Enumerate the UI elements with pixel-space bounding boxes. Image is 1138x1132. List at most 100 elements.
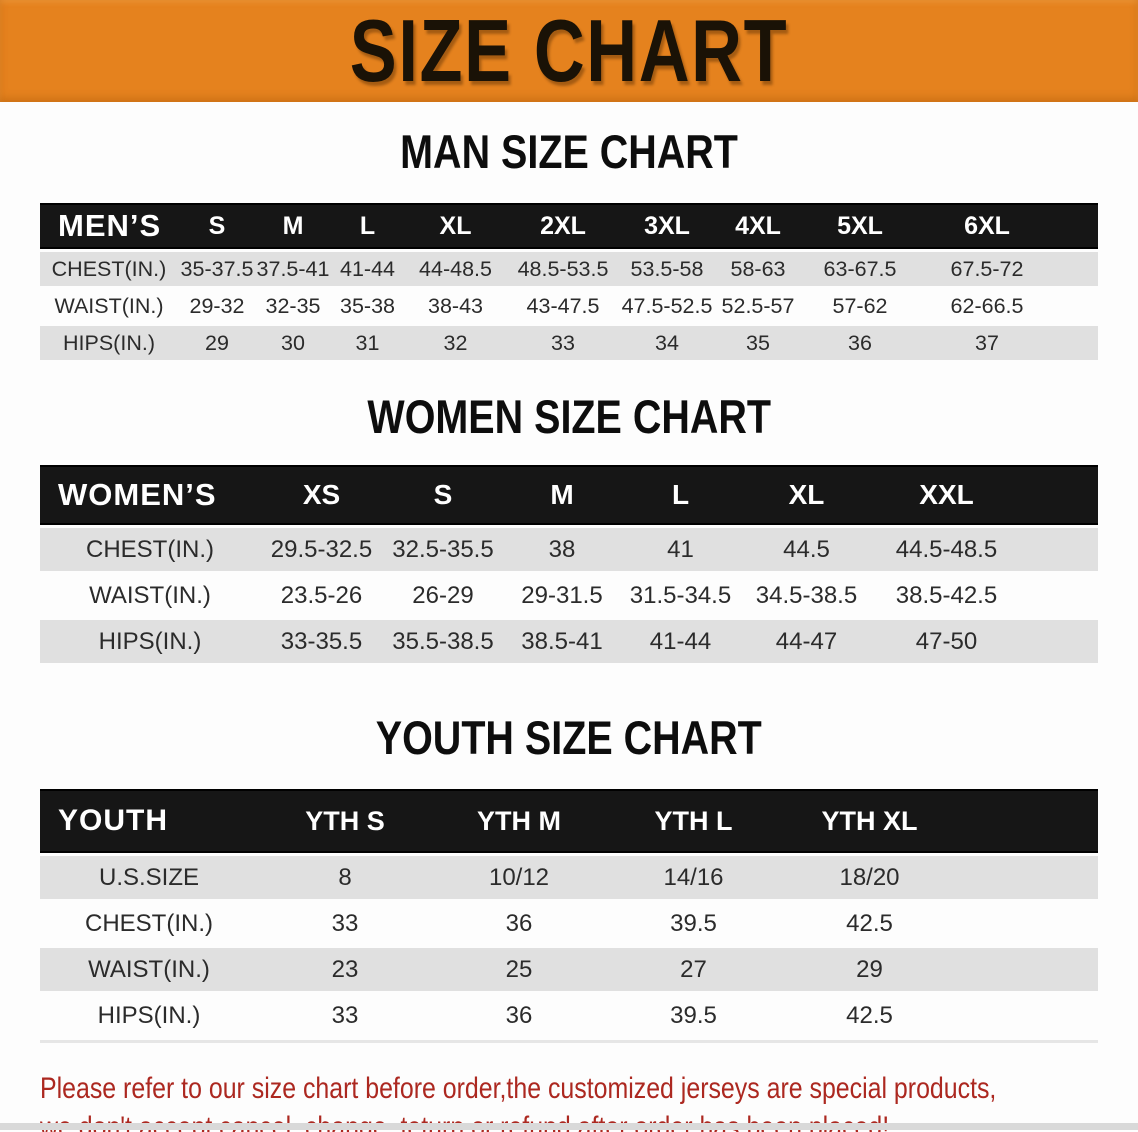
men-col-header: 4XL [714, 203, 802, 249]
cell: 42.5 [781, 902, 1098, 945]
cell: 29.5-32.5 [260, 528, 383, 571]
youth-header-label: YOUTH [40, 789, 258, 853]
cell: 14/16 [606, 856, 781, 899]
cell: 39.5 [606, 994, 781, 1037]
youth-col-header: YTH S [258, 789, 432, 853]
cell: 58-63 [714, 252, 802, 286]
youth-waist-row: WAIST(IN.) 23 25 27 29 [40, 948, 1098, 991]
men-col-header: M [256, 203, 330, 249]
cell: 47.5-52.5 [620, 289, 714, 323]
cell: 31.5-34.5 [621, 574, 740, 617]
youth-chest-row: CHEST(IN.) 33 36 39.5 42.5 [40, 902, 1098, 945]
men-col-header: L [330, 203, 405, 249]
cell: 47-50 [873, 620, 1098, 663]
women-col-header: XXL [873, 465, 1098, 525]
man-section-title-text: MAN SIZE CHART [400, 125, 738, 178]
women-hips-row: HIPS(IN.) 33-35.5 35.5-38.5 38.5-41 41-4… [40, 620, 1098, 663]
cell: 29 [178, 326, 256, 360]
cell: 35.5-38.5 [383, 620, 503, 663]
banner: SIZE CHART [0, 0, 1138, 102]
youth-section-title-text: YOUTH SIZE CHART [375, 711, 763, 764]
cell: 26-29 [383, 574, 503, 617]
cell: 30 [256, 326, 330, 360]
note-line-1: Please refer to our size chart before or… [40, 1072, 997, 1105]
women-col-header: XL [740, 465, 873, 525]
women-col-header: XS [260, 465, 383, 525]
women-header-row: WOMEN’S XS S M L XL XXL [40, 465, 1098, 525]
men-col-header: XL [405, 203, 506, 249]
men-col-header: 5XL [802, 203, 918, 249]
youth-col-header: YTH XL [781, 789, 1098, 853]
row-label: HIPS(IN.) [40, 994, 258, 1037]
cell: 62-66.5 [918, 289, 1098, 323]
cell: 33 [258, 902, 432, 945]
row-label: HIPS(IN.) [40, 620, 260, 663]
men-header-label: MEN’S [40, 203, 178, 249]
cell: 67.5-72 [918, 252, 1098, 286]
men-col-header: 3XL [620, 203, 714, 249]
women-col-header: M [503, 465, 621, 525]
cell: 33 [506, 326, 620, 360]
row-label: WAIST(IN.) [40, 289, 178, 323]
women-chest-row: CHEST(IN.) 29.5-32.5 32.5-35.5 38 41 44.… [40, 528, 1098, 571]
men-hips-row: HIPS(IN.) 29 30 31 32 33 34 35 36 37 [40, 326, 1098, 360]
cell: 29-32 [178, 289, 256, 323]
cell: 34 [620, 326, 714, 360]
cell: 38.5-42.5 [873, 574, 1098, 617]
women-waist-row: WAIST(IN.) 23.5-26 26-29 29-31.5 31.5-34… [40, 574, 1098, 617]
cell: 32 [405, 326, 506, 360]
cell: 18/20 [781, 856, 1098, 899]
youth-section-title: YOUTH SIZE CHART [0, 714, 1138, 761]
row-label: WAIST(IN.) [40, 948, 258, 991]
cell: 10/12 [432, 856, 606, 899]
man-section-title: MAN SIZE CHART [0, 128, 1138, 175]
cell: 27 [606, 948, 781, 991]
row-label: U.S.SIZE [40, 856, 258, 899]
youth-col-header: YTH M [432, 789, 606, 853]
cell: 48.5-53.5 [506, 252, 620, 286]
youth-size-table: YOUTH YTH S YTH M YTH L YTH XL U.S.SIZE … [40, 786, 1098, 1040]
cell: 41-44 [330, 252, 405, 286]
cell: 33 [258, 994, 432, 1037]
cell: 37.5-41 [256, 252, 330, 286]
cell: 38-43 [405, 289, 506, 323]
cell: 35-38 [330, 289, 405, 323]
cell: 35 [714, 326, 802, 360]
cell: 38.5-41 [503, 620, 621, 663]
row-label: CHEST(IN.) [40, 528, 260, 571]
row-label: WAIST(IN.) [40, 574, 260, 617]
women-size-table: WOMEN’S XS S M L XL XXL CHEST(IN.) 29.5-… [40, 462, 1098, 666]
youth-col-header: YTH L [606, 789, 781, 853]
men-col-header: S [178, 203, 256, 249]
row-label: HIPS(IN.) [40, 326, 178, 360]
cell: 43-47.5 [506, 289, 620, 323]
cell: 52.5-57 [714, 289, 802, 323]
cell: 42.5 [781, 994, 1098, 1037]
cell: 31 [330, 326, 405, 360]
cell: 44-47 [740, 620, 873, 663]
men-col-header: 2XL [506, 203, 620, 249]
women-section-title-text: WOMEN SIZE CHART [367, 390, 771, 443]
men-header-row: MEN’S S M L XL 2XL 3XL 4XL 5XL 6XL [40, 203, 1098, 249]
cell: 32-35 [256, 289, 330, 323]
cell: 33-35.5 [260, 620, 383, 663]
youth-hips-row: HIPS(IN.) 33 36 39.5 42.5 [40, 994, 1098, 1037]
youth-header-row: YOUTH YTH S YTH M YTH L YTH XL [40, 789, 1098, 853]
cell: 39.5 [606, 902, 781, 945]
cell: 34.5-38.5 [740, 574, 873, 617]
cell: 44.5-48.5 [873, 528, 1098, 571]
youth-table-bottom-edge [40, 1040, 1098, 1043]
cell: 53.5-58 [620, 252, 714, 286]
men-chest-row: CHEST(IN.) 35-37.5 37.5-41 41-44 44-48.5… [40, 252, 1098, 286]
cell: 63-67.5 [802, 252, 918, 286]
cell: 44-48.5 [405, 252, 506, 286]
row-label: CHEST(IN.) [40, 252, 178, 286]
cell: 35-37.5 [178, 252, 256, 286]
cell: 32.5-35.5 [383, 528, 503, 571]
cell: 36 [432, 902, 606, 945]
cell: 41 [621, 528, 740, 571]
banner-title: SIZE CHART [349, 1, 789, 100]
youth-ussize-row: U.S.SIZE 8 10/12 14/16 18/20 [40, 856, 1098, 899]
men-size-table: MEN’S S M L XL 2XL 3XL 4XL 5XL 6XL CHEST… [40, 200, 1098, 363]
